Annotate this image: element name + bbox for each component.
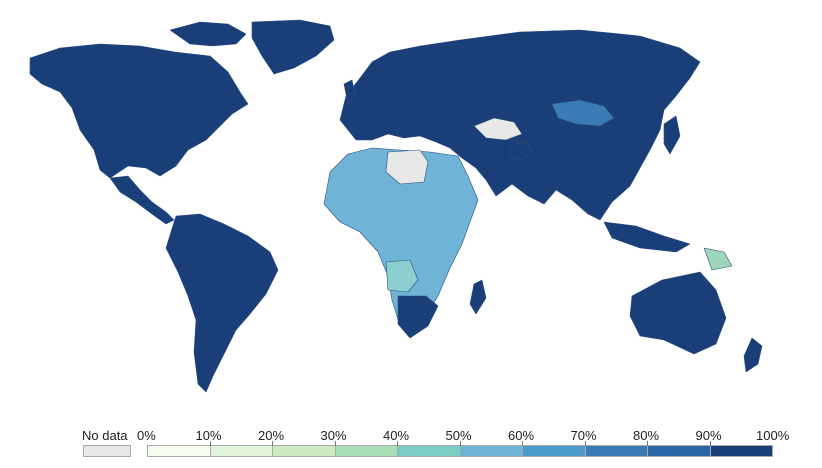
- region-new-zealand[interactable]: [743, 337, 763, 373]
- legend-tick: [397, 441, 398, 446]
- legend-bin-label: 70%: [570, 428, 597, 443]
- legend-tick: [334, 441, 336, 446]
- region-central-america[interactable]: [109, 175, 175, 225]
- region-afghanistan[interactable]: [509, 139, 533, 161]
- legend-tick: [272, 441, 273, 446]
- region-papua-new-guinea[interactable]: [703, 247, 733, 271]
- legend-bin-label: 40%: [383, 428, 410, 443]
- legend-bin-label: 10%: [195, 428, 222, 443]
- legend-no-data-label: No data: [82, 428, 128, 443]
- legend-bin-swatch[interactable]: [397, 445, 461, 457]
- region-eurasia[interactable]: [339, 29, 701, 221]
- region-libya-egypt[interactable]: [385, 149, 429, 185]
- legend-bin-label: 30%: [320, 428, 347, 443]
- legend-bin-label: 20%: [258, 428, 285, 443]
- region-southern-africa[interactable]: [397, 295, 439, 339]
- region-north-america[interactable]: [29, 43, 249, 179]
- legend-bin-swatch[interactable]: [459, 445, 523, 457]
- legend-tick: [522, 441, 523, 446]
- region-australia[interactable]: [629, 271, 727, 355]
- legend-bin-swatch[interactable]: [272, 445, 336, 457]
- region-canadian-arctic[interactable]: [169, 21, 247, 47]
- region-japan[interactable]: [663, 115, 681, 155]
- legend-tick: [459, 441, 461, 446]
- region-indonesia[interactable]: [603, 221, 691, 253]
- legend-tick: [709, 441, 711, 446]
- legend-bin-label: 50%: [445, 428, 472, 443]
- legend-end-label: 100%: [756, 428, 790, 443]
- legend-bin-label: 90%: [695, 428, 722, 443]
- legend-bin-swatch[interactable]: [709, 445, 773, 457]
- legend-bin-swatch[interactable]: [522, 445, 586, 457]
- region-uk[interactable]: [343, 79, 357, 105]
- legend-no-data-swatch[interactable]: [83, 445, 131, 457]
- legend-tick: [584, 441, 586, 446]
- region-madagascar[interactable]: [469, 279, 487, 315]
- legend-bin-swatch[interactable]: [147, 445, 211, 457]
- region-greenland[interactable]: [251, 19, 335, 75]
- region-central-asia-no-data[interactable]: [473, 117, 523, 141]
- legend-bin-label: 80%: [633, 428, 660, 443]
- legend-bin-swatch[interactable]: [584, 445, 648, 457]
- legend-tick: [647, 441, 648, 446]
- legend-bin-swatch[interactable]: [647, 445, 711, 457]
- legend-bin-swatch[interactable]: [334, 445, 398, 457]
- legend-bin-label: 0%: [137, 428, 156, 443]
- legend-tick: [209, 441, 211, 446]
- world-map: [29, 19, 763, 393]
- region-south-america[interactable]: [165, 213, 279, 393]
- region-angola[interactable]: [385, 259, 419, 293]
- region-mongolia[interactable]: [551, 99, 615, 127]
- legend-bin-label: 60%: [508, 428, 535, 443]
- legend-bin-swatch[interactable]: [209, 445, 273, 457]
